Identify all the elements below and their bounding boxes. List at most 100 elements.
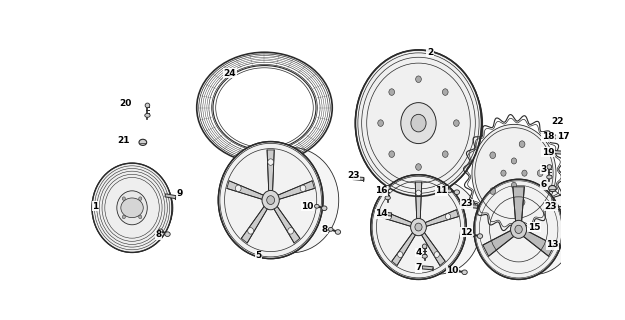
Ellipse shape bbox=[328, 228, 333, 231]
Text: 14: 14 bbox=[375, 210, 388, 219]
Polygon shape bbox=[267, 150, 274, 192]
Polygon shape bbox=[513, 187, 524, 223]
Text: 15: 15 bbox=[528, 222, 540, 232]
Ellipse shape bbox=[386, 214, 392, 220]
Ellipse shape bbox=[434, 252, 439, 258]
Text: 17: 17 bbox=[557, 132, 569, 141]
Ellipse shape bbox=[411, 114, 426, 132]
Ellipse shape bbox=[561, 136, 566, 140]
Text: 16: 16 bbox=[375, 186, 388, 195]
Ellipse shape bbox=[356, 50, 482, 196]
Polygon shape bbox=[415, 182, 422, 220]
Ellipse shape bbox=[470, 233, 475, 237]
Ellipse shape bbox=[422, 244, 427, 249]
Ellipse shape bbox=[121, 198, 143, 218]
Text: 19: 19 bbox=[541, 148, 554, 157]
Text: 8: 8 bbox=[155, 230, 161, 239]
Ellipse shape bbox=[267, 196, 274, 204]
Ellipse shape bbox=[454, 269, 459, 273]
Polygon shape bbox=[381, 212, 392, 216]
Text: 6: 6 bbox=[540, 180, 546, 189]
Polygon shape bbox=[422, 266, 433, 270]
Polygon shape bbox=[278, 181, 314, 200]
Ellipse shape bbox=[416, 76, 421, 83]
Text: 3: 3 bbox=[540, 165, 546, 174]
Ellipse shape bbox=[236, 185, 241, 192]
Text: 9: 9 bbox=[177, 189, 183, 198]
Polygon shape bbox=[424, 210, 458, 227]
Ellipse shape bbox=[386, 186, 390, 190]
Ellipse shape bbox=[442, 151, 448, 157]
Ellipse shape bbox=[139, 197, 142, 200]
Text: 23: 23 bbox=[347, 171, 359, 180]
Ellipse shape bbox=[454, 120, 459, 126]
Polygon shape bbox=[553, 150, 564, 154]
Polygon shape bbox=[421, 232, 445, 266]
Ellipse shape bbox=[474, 179, 563, 279]
Text: 5: 5 bbox=[255, 251, 261, 260]
Ellipse shape bbox=[511, 182, 517, 188]
Ellipse shape bbox=[515, 225, 522, 234]
Ellipse shape bbox=[416, 190, 421, 196]
Ellipse shape bbox=[519, 199, 525, 205]
Ellipse shape bbox=[549, 186, 556, 192]
Ellipse shape bbox=[288, 228, 294, 234]
Ellipse shape bbox=[248, 228, 254, 234]
Ellipse shape bbox=[394, 180, 481, 274]
Text: 22: 22 bbox=[551, 117, 563, 126]
Ellipse shape bbox=[378, 120, 384, 126]
Ellipse shape bbox=[375, 61, 482, 185]
Polygon shape bbox=[241, 206, 268, 243]
Text: 12: 12 bbox=[460, 228, 472, 237]
Polygon shape bbox=[549, 243, 559, 246]
Ellipse shape bbox=[472, 124, 556, 222]
Polygon shape bbox=[467, 204, 478, 208]
Ellipse shape bbox=[314, 204, 319, 208]
Text: 23: 23 bbox=[544, 202, 557, 211]
Ellipse shape bbox=[139, 215, 142, 219]
Polygon shape bbox=[483, 230, 515, 256]
Polygon shape bbox=[274, 206, 300, 243]
Text: 1: 1 bbox=[92, 202, 98, 211]
Ellipse shape bbox=[213, 66, 316, 150]
Ellipse shape bbox=[385, 196, 391, 200]
Text: 21: 21 bbox=[118, 136, 130, 145]
Ellipse shape bbox=[218, 141, 323, 259]
Text: 11: 11 bbox=[436, 186, 448, 195]
Ellipse shape bbox=[389, 89, 394, 95]
Ellipse shape bbox=[398, 252, 403, 258]
Text: 2: 2 bbox=[427, 48, 433, 57]
Ellipse shape bbox=[401, 103, 436, 144]
Text: 23: 23 bbox=[460, 199, 472, 208]
Text: 13: 13 bbox=[546, 240, 559, 249]
Polygon shape bbox=[353, 177, 364, 180]
Ellipse shape bbox=[262, 190, 279, 210]
Ellipse shape bbox=[300, 185, 306, 192]
Ellipse shape bbox=[371, 175, 466, 279]
Polygon shape bbox=[392, 232, 416, 266]
Ellipse shape bbox=[322, 206, 327, 211]
Ellipse shape bbox=[389, 151, 394, 157]
Ellipse shape bbox=[538, 170, 543, 176]
Text: 10: 10 bbox=[446, 267, 459, 276]
Text: 18: 18 bbox=[542, 132, 554, 141]
Ellipse shape bbox=[519, 141, 525, 148]
Ellipse shape bbox=[522, 170, 527, 176]
Polygon shape bbox=[552, 206, 562, 210]
Ellipse shape bbox=[494, 184, 574, 275]
Ellipse shape bbox=[416, 164, 421, 170]
Ellipse shape bbox=[165, 232, 170, 236]
Ellipse shape bbox=[553, 135, 558, 139]
Text: 24: 24 bbox=[224, 68, 236, 77]
Polygon shape bbox=[227, 181, 264, 200]
Ellipse shape bbox=[268, 159, 274, 165]
Ellipse shape bbox=[99, 170, 173, 246]
Ellipse shape bbox=[411, 219, 426, 236]
Ellipse shape bbox=[446, 214, 451, 220]
Ellipse shape bbox=[490, 188, 496, 194]
Ellipse shape bbox=[447, 189, 452, 193]
Text: 20: 20 bbox=[120, 99, 132, 108]
Ellipse shape bbox=[490, 152, 496, 158]
Text: 10: 10 bbox=[301, 202, 314, 211]
Ellipse shape bbox=[139, 139, 147, 145]
